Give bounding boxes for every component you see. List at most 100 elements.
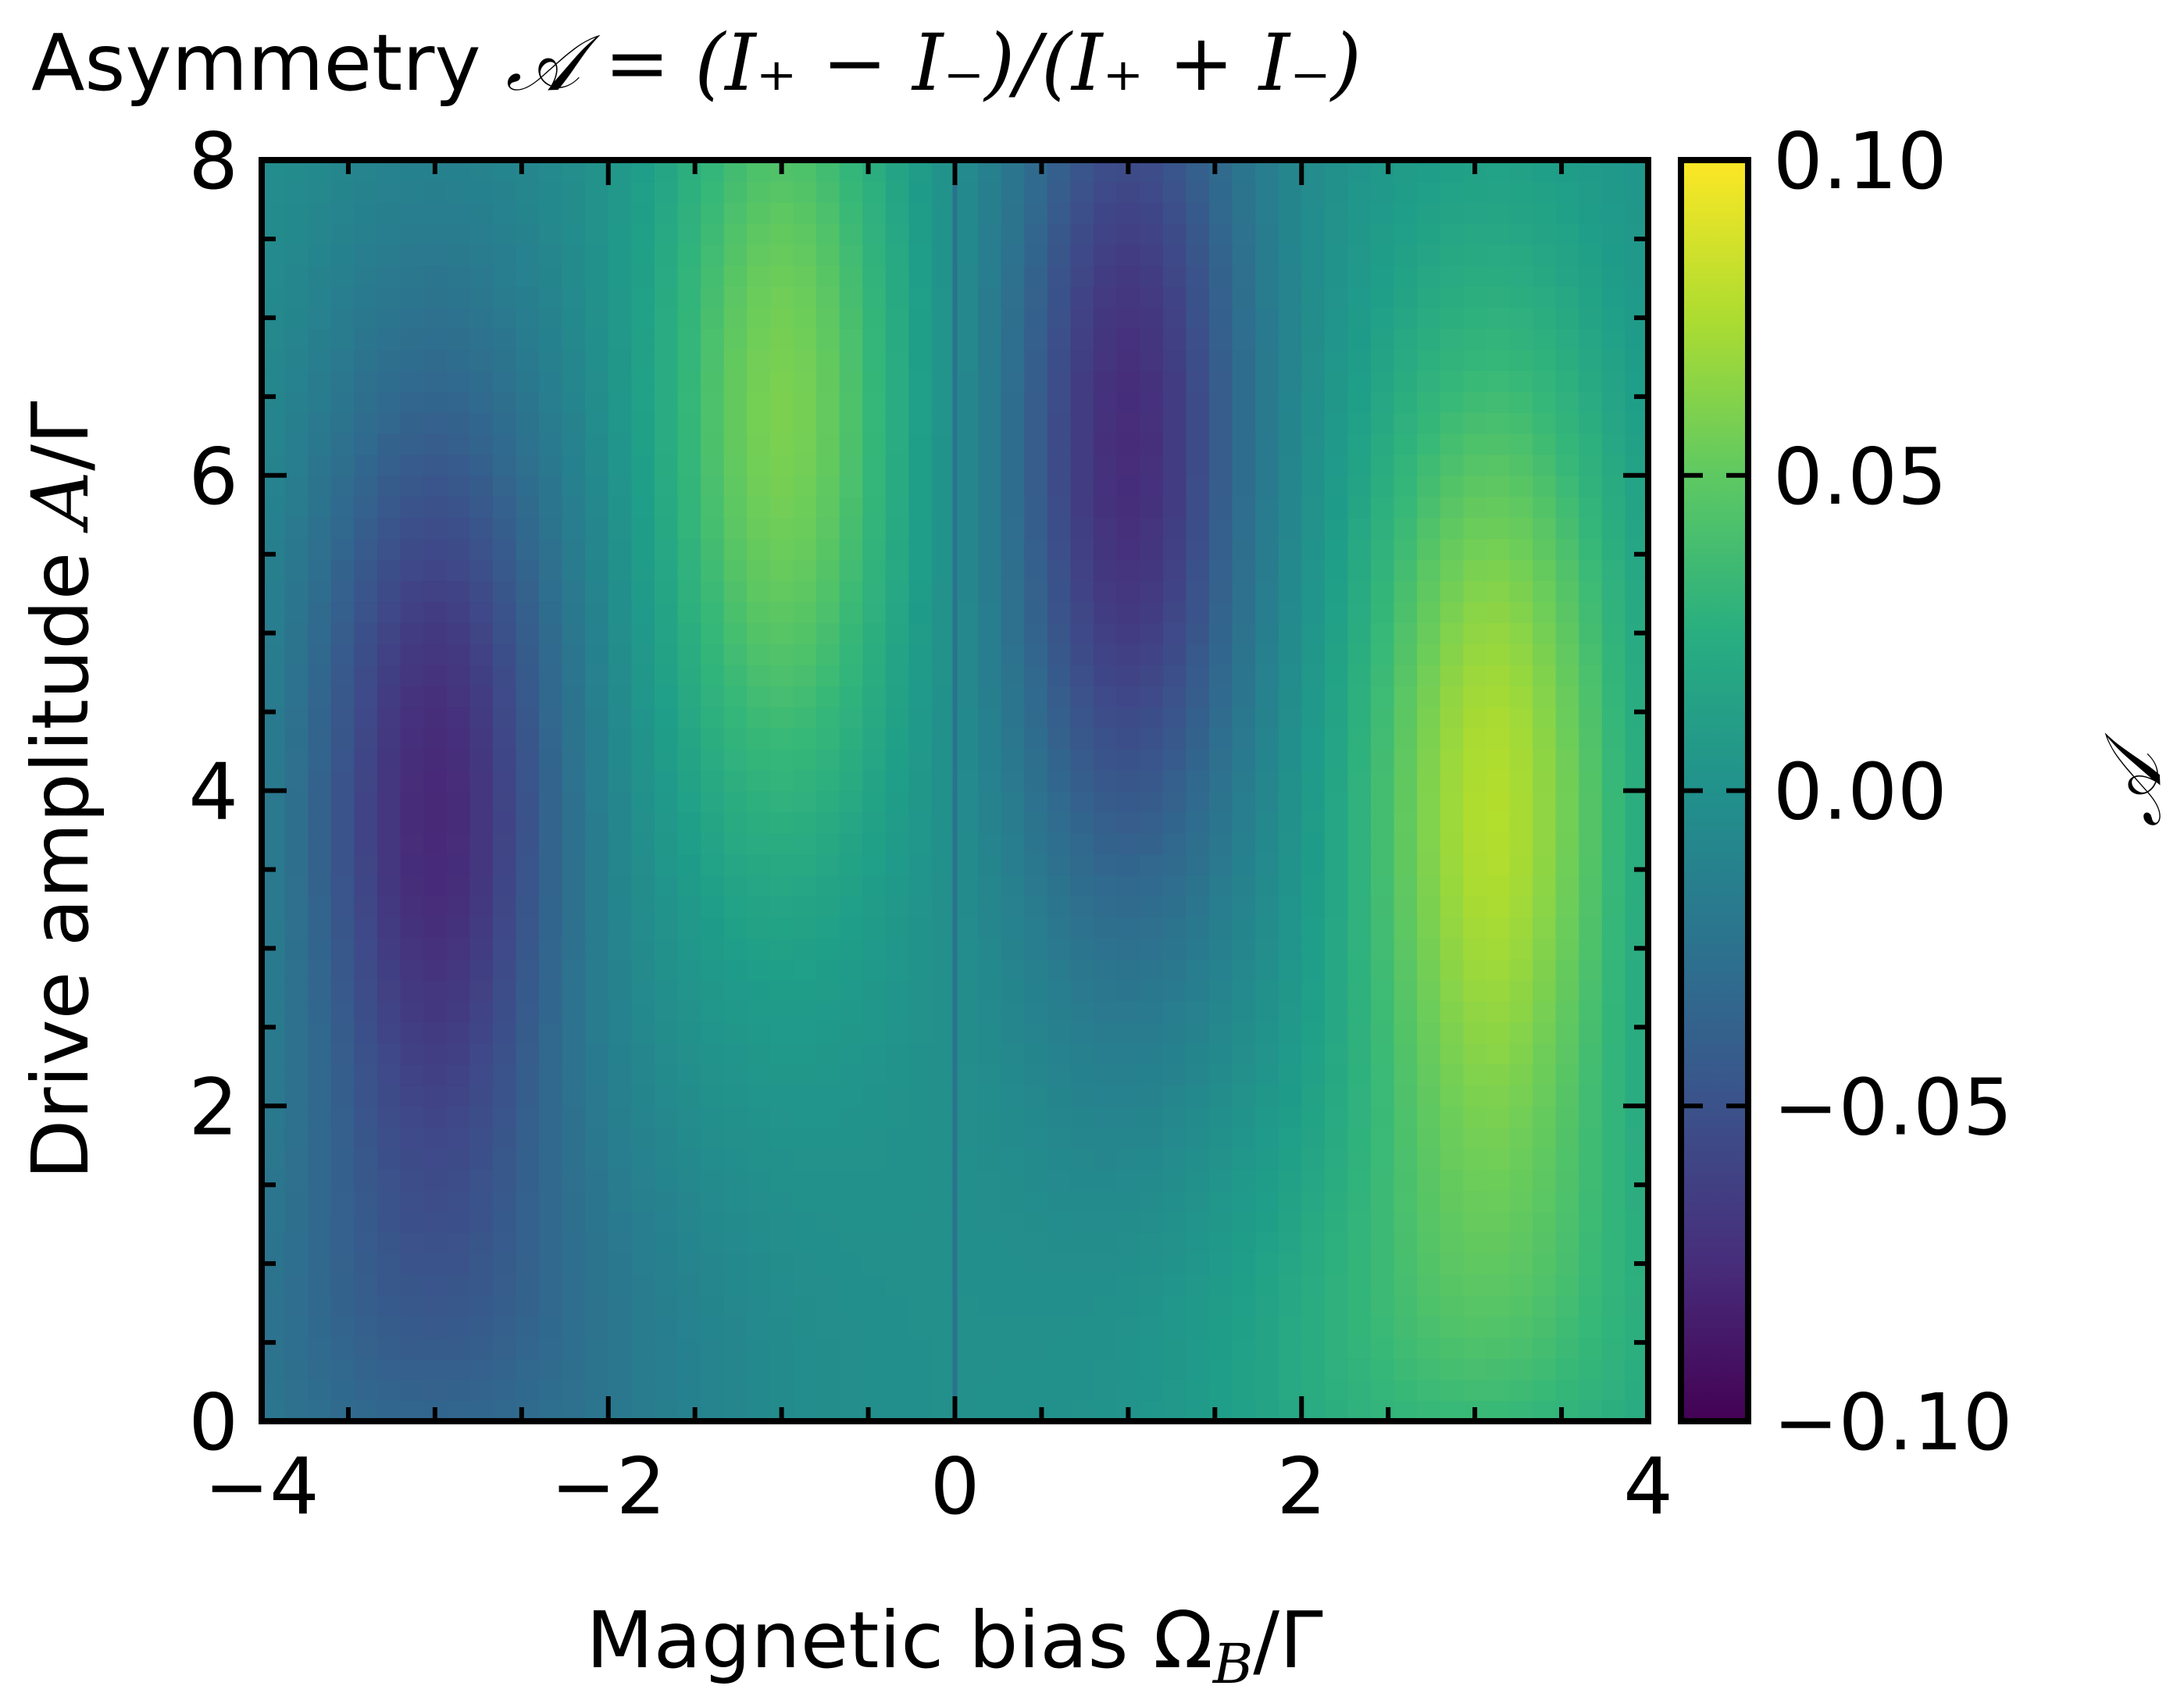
heatmap-cell	[1001, 958, 1026, 981]
heatmap-cell	[516, 665, 540, 686]
heatmap-cell	[701, 979, 725, 1002]
heatmap-cell	[1186, 875, 1210, 896]
heatmap-cell	[1001, 875, 1026, 896]
heatmap-cell	[1047, 1021, 1072, 1044]
heatmap-cell	[423, 769, 448, 792]
heatmap-cell	[677, 896, 701, 918]
heatmap-cell	[1070, 391, 1094, 413]
heatmap-cell	[1024, 811, 1048, 834]
heatmap-cell	[1417, 917, 1441, 939]
heatmap-cell	[1070, 412, 1094, 434]
heatmap-cell	[354, 1000, 378, 1023]
heatmap-cell	[747, 349, 771, 371]
heatmap-cell	[1140, 496, 1164, 519]
heatmap-cell	[1094, 160, 1118, 182]
heatmap-cell	[1070, 896, 1094, 918]
heatmap-cell	[1486, 790, 1511, 813]
heatmap-cell	[376, 1106, 401, 1128]
heatmap-cell	[562, 1148, 586, 1170]
heatmap-cell	[446, 160, 471, 182]
heatmap-cell	[839, 244, 863, 266]
heatmap-cell	[1278, 538, 1303, 561]
heatmap-cell	[1301, 517, 1326, 540]
heatmap-cell	[1116, 412, 1140, 434]
heatmap-cell	[1555, 854, 1580, 875]
heatmap-cell	[769, 370, 794, 392]
heatmap-cell	[1140, 1085, 1164, 1107]
heatmap-cell	[1116, 1189, 1140, 1212]
heatmap-cell	[585, 643, 609, 665]
heatmap-cell	[469, 1106, 494, 1128]
heatmap-cell	[631, 685, 655, 707]
heatmap-cell	[1601, 706, 1626, 729]
heatmap-cell	[1463, 1358, 1487, 1380]
heatmap-cell	[1162, 665, 1187, 686]
heatmap-cell	[1162, 832, 1187, 855]
heatmap-cell	[446, 979, 471, 1002]
heatmap-cell	[747, 937, 771, 960]
heatmap-cell	[1208, 223, 1233, 245]
heatmap-cell	[793, 1021, 817, 1044]
heatmap-cell	[1162, 727, 1187, 750]
heatmap-cell	[723, 1085, 748, 1107]
heatmap-cell	[1555, 265, 1580, 287]
heatmap-cell	[1186, 937, 1210, 960]
heatmap-cell	[492, 1085, 517, 1107]
heatmap-cell	[516, 1379, 540, 1401]
heatmap-cell	[931, 685, 956, 707]
heatmap-cell	[585, 1064, 609, 1086]
heatmap-cell	[492, 349, 517, 371]
heatmap-cell	[839, 349, 863, 371]
heatmap-cell	[1440, 896, 1465, 918]
heatmap-cell	[1486, 896, 1511, 918]
heatmap-cell	[446, 1337, 471, 1360]
heatmap-cell	[908, 727, 933, 750]
heatmap-cell	[1440, 580, 1465, 603]
heatmap-cell	[1371, 370, 1395, 392]
heatmap-cell	[608, 1042, 633, 1065]
heatmap-cell	[1486, 1000, 1511, 1023]
heatmap-cell	[769, 643, 794, 665]
heatmap-cell	[1371, 475, 1395, 497]
heatmap-cell	[1116, 875, 1140, 896]
heatmap-cell	[1394, 601, 1418, 623]
heatmap-cell	[723, 917, 748, 939]
heatmap-cell	[330, 1189, 355, 1212]
heatmap-cell	[262, 1106, 286, 1128]
heatmap-cell	[816, 1400, 840, 1421]
heatmap-cell	[885, 1400, 910, 1421]
heatmap-cell	[654, 391, 679, 413]
heatmap-cell	[1208, 412, 1233, 434]
heatmap-cell	[562, 854, 586, 875]
heatmap-cell	[1278, 896, 1303, 918]
heatmap-cell	[423, 1000, 448, 1023]
heatmap-cell	[1394, 937, 1418, 960]
heatmap-cell	[1186, 1274, 1210, 1296]
heatmap-cell	[1162, 979, 1187, 1002]
heatmap-cell	[1070, 1231, 1094, 1254]
heatmap-cell	[423, 706, 448, 729]
heatmap-cell	[1140, 748, 1164, 771]
heatmap-cell	[955, 349, 979, 371]
heatmap-cell	[330, 1210, 355, 1233]
heatmap-cell	[1047, 769, 1072, 792]
heatmap-cell	[978, 454, 1002, 476]
heatmap-cell	[1509, 412, 1533, 434]
heatmap-cell	[330, 1169, 355, 1191]
heatmap-cell	[723, 265, 748, 287]
heatmap-cell	[516, 244, 540, 266]
heatmap-cell	[862, 1337, 887, 1360]
heatmap-cell	[1347, 832, 1372, 855]
heatmap-cell	[1417, 580, 1441, 603]
heatmap-cell	[1486, 580, 1511, 603]
heatmap-cell	[1208, 286, 1233, 308]
heatmap-cell	[308, 286, 332, 308]
heatmap-cell	[1347, 1274, 1372, 1296]
heatmap-cell	[1208, 1127, 1233, 1149]
heatmap-cell	[747, 496, 771, 519]
heatmap-cell	[978, 685, 1002, 707]
heatmap-cell	[585, 601, 609, 623]
heatmap-cell	[1440, 1210, 1465, 1233]
heatmap-cell	[1232, 391, 1256, 413]
heatmap-cell	[284, 370, 309, 392]
